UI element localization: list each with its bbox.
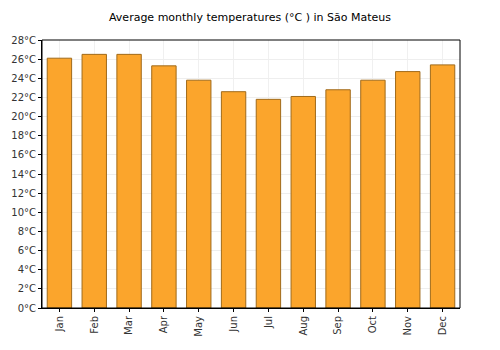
svg-text:14°C: 14°C <box>11 169 36 180</box>
svg-text:20°C: 20°C <box>11 111 36 122</box>
svg-text:Aug: Aug <box>298 316 309 336</box>
svg-text:May: May <box>193 316 204 337</box>
svg-text:10°C: 10°C <box>11 207 36 218</box>
svg-text:Jun: Jun <box>228 316 239 333</box>
svg-text:12°C: 12°C <box>11 188 36 199</box>
svg-text:0°C: 0°C <box>18 303 36 314</box>
svg-text:4°C: 4°C <box>18 264 36 275</box>
svg-text:Nov: Nov <box>402 316 413 336</box>
svg-text:Jan: Jan <box>54 316 65 332</box>
svg-text:Feb: Feb <box>89 316 100 334</box>
svg-text:16°C: 16°C <box>11 149 36 160</box>
svg-text:Sep: Sep <box>332 316 343 335</box>
svg-text:2°C: 2°C <box>18 283 36 294</box>
svg-text:Average monthly temperatures (: Average monthly temperatures (°C ) in Sã… <box>109 11 391 24</box>
svg-text:6°C: 6°C <box>18 245 36 256</box>
svg-text:Dec: Dec <box>437 316 448 335</box>
svg-text:26°C: 26°C <box>11 54 36 65</box>
svg-text:Mar: Mar <box>123 315 134 335</box>
svg-text:Apr: Apr <box>158 315 169 333</box>
svg-text:18°C: 18°C <box>11 130 36 141</box>
svg-text:28°C: 28°C <box>11 35 36 46</box>
svg-text:22°C: 22°C <box>11 92 36 103</box>
svg-text:Jul: Jul <box>263 316 274 329</box>
svg-text:8°C: 8°C <box>18 226 36 237</box>
svg-text:24°C: 24°C <box>11 73 36 84</box>
svg-text:Oct: Oct <box>367 316 378 333</box>
